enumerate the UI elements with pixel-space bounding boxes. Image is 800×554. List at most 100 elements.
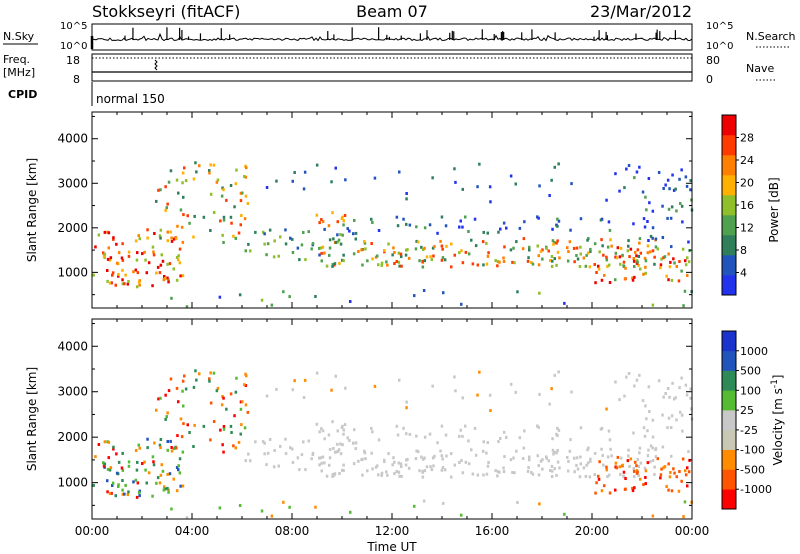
velocity-cell (135, 468, 139, 472)
velocity-cell (172, 447, 176, 451)
velocity-cell (686, 466, 689, 470)
velocity-cell (166, 440, 169, 443)
power-cell (254, 230, 257, 234)
power-cell (496, 264, 499, 268)
power-cell (553, 165, 556, 169)
power-cell (556, 217, 559, 221)
power-cell (660, 257, 663, 261)
power-cell (579, 252, 582, 256)
velocity-cell (556, 434, 559, 438)
x-tick-label: 00:00 (675, 524, 710, 538)
power-cell (212, 211, 216, 214)
velocity-colorbar-tick-label: 500 (740, 365, 761, 378)
power-cell (319, 246, 323, 250)
power-cell (127, 280, 130, 283)
power-cell (689, 179, 692, 183)
power-cell (599, 218, 603, 222)
velocity-cell (553, 467, 556, 471)
power-cell (511, 260, 514, 264)
velocity-cell (396, 433, 400, 437)
velocity-cell (440, 424, 444, 428)
power-cell (136, 251, 139, 255)
velocity-cell (143, 460, 146, 464)
velocity-cell (684, 469, 687, 473)
power-cell (235, 168, 238, 172)
velocity-cell (408, 432, 412, 436)
velocity-cell (254, 440, 257, 444)
velocity-cell (398, 378, 401, 382)
velocity-colorbar-tick-label: -1000 (740, 483, 772, 496)
power-colorbar-segment (722, 115, 736, 136)
velocity-cell (423, 435, 427, 439)
velocity-cell (304, 468, 307, 472)
power-cell (275, 179, 278, 183)
velocity-cell (291, 388, 294, 392)
power-cell (146, 228, 149, 232)
velocity-cell (623, 394, 626, 398)
velocity-cell (407, 466, 411, 470)
velocity-cell (522, 446, 526, 450)
velocity-cell (338, 472, 341, 475)
velocity-cell (146, 437, 149, 441)
velocity-cell (175, 466, 179, 469)
power-cell (609, 238, 612, 242)
velocity-cell (614, 488, 617, 492)
power-cell (175, 236, 178, 240)
velocity-cell (586, 448, 589, 452)
velocity-cell (550, 464, 554, 468)
velocity-cell (579, 462, 582, 466)
velocity-cell (260, 509, 264, 513)
velocity-cell (608, 438, 612, 442)
power-cell (643, 256, 647, 260)
velocity-cell (103, 440, 107, 444)
velocity-cell (594, 491, 597, 495)
power-cell (636, 248, 640, 252)
power-cell (160, 253, 163, 257)
power-cell (164, 208, 167, 212)
velocity-cell (644, 404, 647, 408)
power-cell (310, 247, 313, 251)
power-cell (496, 260, 500, 264)
velocity-cell (349, 510, 352, 514)
power-cell (152, 250, 155, 254)
power-cell (628, 255, 631, 259)
power-cell (607, 263, 611, 267)
velocity-cell (530, 471, 533, 475)
velocity-cell (669, 426, 673, 429)
velocity-cell (621, 463, 624, 467)
power-cell (530, 261, 533, 264)
power-cell (567, 250, 570, 254)
power-cell (589, 250, 592, 253)
power-cell (551, 239, 555, 243)
power-cell (663, 255, 667, 259)
power-cell (464, 215, 467, 219)
velocity-cell (222, 427, 226, 431)
velocity-cell (392, 456, 395, 460)
velocity-cell (92, 483, 95, 487)
velocity-cell (626, 459, 630, 463)
velocity-cell (444, 433, 448, 437)
power-cell (485, 241, 488, 245)
power-cell (354, 231, 358, 235)
velocity-cell (671, 381, 674, 385)
power-cell (586, 238, 589, 242)
velocity-cell (488, 393, 492, 397)
velocity-cell (537, 464, 540, 468)
velocity-cell (115, 471, 119, 475)
power-colorbar-tick-label: 16 (740, 199, 754, 212)
power-cell (144, 258, 147, 262)
power-cell (400, 264, 403, 268)
velocity-cell (320, 461, 323, 465)
velocity-cell (311, 451, 315, 455)
velocity-cell (471, 472, 475, 476)
power-cell (167, 280, 170, 284)
power-cell (135, 258, 139, 262)
velocity-cell (668, 475, 672, 479)
power-cell (680, 168, 683, 172)
power-cell (538, 184, 541, 188)
velocity-cell (636, 458, 640, 461)
power-cell (230, 221, 233, 225)
velocity-cell (459, 428, 462, 432)
velocity-cell (528, 458, 531, 462)
velocity-colorbar-segment (722, 469, 736, 490)
